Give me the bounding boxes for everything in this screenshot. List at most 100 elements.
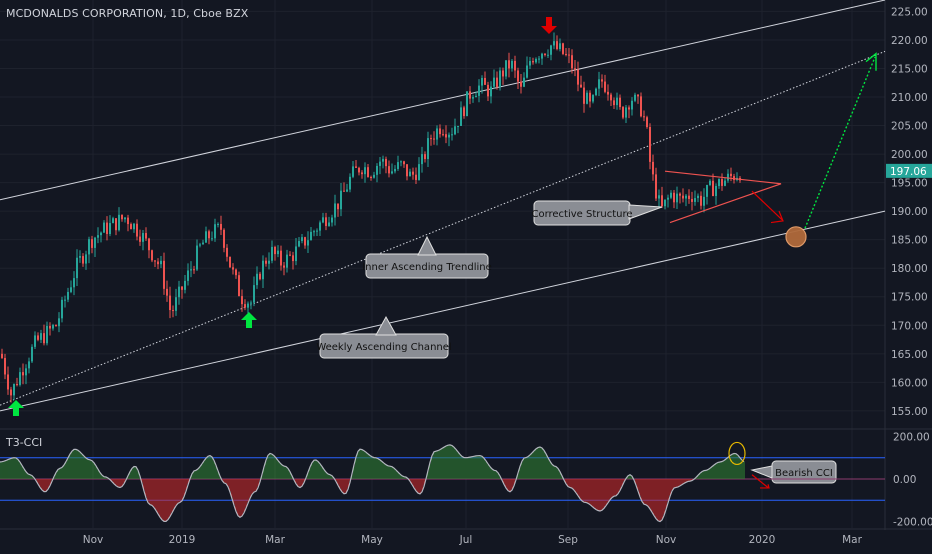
candle-body	[97, 235, 99, 238]
candle-body	[595, 88, 597, 96]
candle-body	[538, 58, 540, 60]
candle-body	[505, 60, 507, 77]
candle-body	[415, 174, 417, 181]
candle-body	[202, 242, 204, 245]
callout-weekly-channel[interactable]: Weekly Ascending Channel	[316, 315, 452, 359]
price-tick-label: 220.00	[891, 35, 928, 47]
candle-body	[208, 231, 210, 239]
candle-body	[385, 158, 387, 167]
candle-body	[562, 43, 564, 54]
candle-body	[229, 256, 231, 268]
candle-body	[568, 54, 570, 56]
candle-body	[52, 325, 54, 329]
weekly-channel-line	[0, 210, 886, 412]
candle-body	[163, 260, 165, 289]
candle-body	[4, 357, 6, 375]
candle-body	[88, 239, 90, 255]
weekly-channel-line	[0, 0, 886, 201]
candle-body	[142, 233, 144, 242]
candle-body	[463, 107, 465, 117]
candle-body	[607, 91, 609, 95]
price-tick-label: 165.00	[891, 349, 928, 361]
candle-body	[556, 41, 558, 50]
candle-body	[610, 94, 612, 101]
candle-body	[712, 180, 714, 197]
candle-body	[58, 318, 60, 327]
candle-body	[550, 45, 552, 55]
candle-body	[49, 325, 51, 329]
callout-inner-trendline-pointer	[417, 235, 437, 256]
candle-body	[244, 304, 246, 308]
candle-body	[298, 241, 300, 247]
price-tick-label: 160.00	[891, 377, 928, 389]
candle-body	[253, 285, 255, 303]
candle-body	[523, 77, 525, 87]
callout-inner-trendline[interactable]: Inner Ascending Trendline	[362, 235, 492, 279]
candle-body	[262, 260, 264, 280]
candle-body	[166, 288, 168, 296]
candle-body	[424, 154, 426, 160]
cci-down-arrowhead	[760, 484, 770, 489]
candle-body	[382, 158, 384, 162]
candle-body	[214, 224, 216, 239]
candle-body	[115, 218, 117, 231]
candle-body	[127, 217, 129, 225]
candle-body	[343, 190, 345, 192]
candle-body	[364, 167, 366, 175]
candle-body	[403, 161, 405, 165]
candle-body	[715, 186, 717, 197]
callout-weekly-channel-pointer	[375, 315, 397, 336]
candle-body	[346, 189, 348, 192]
candle-body	[400, 161, 402, 163]
candle-body	[193, 269, 195, 271]
candle-body	[484, 77, 486, 85]
candle-body	[169, 295, 171, 311]
candle-body	[493, 77, 495, 87]
candle-body	[721, 179, 723, 186]
candle-body	[238, 275, 240, 297]
candle-body	[646, 117, 648, 127]
candle-body	[397, 162, 399, 169]
candle-body	[370, 176, 372, 178]
candle-body	[151, 250, 153, 261]
candle-body	[1, 353, 3, 358]
candle-body	[376, 165, 378, 175]
cci-tick-label: 0.00	[893, 474, 916, 486]
candle-body	[670, 192, 672, 198]
candle-body	[292, 255, 294, 262]
candle-body	[499, 70, 501, 87]
candle-body	[19, 372, 21, 385]
candle-body	[418, 164, 420, 181]
candle-body	[130, 224, 132, 230]
candle-body	[145, 233, 147, 239]
candle-body	[589, 92, 591, 102]
candle-body	[643, 116, 645, 118]
candle-body	[100, 232, 102, 236]
candle-body	[310, 231, 312, 241]
price-tick-label: 155.00	[891, 406, 928, 418]
candle-body	[517, 70, 519, 82]
price-tick-label: 190.00	[891, 206, 928, 218]
candle-body	[79, 256, 81, 258]
candle-body	[583, 87, 585, 104]
candle-body	[220, 223, 222, 230]
candle-body	[286, 254, 288, 268]
candle-body	[289, 254, 291, 256]
candle-body	[535, 58, 537, 63]
candle-body	[691, 198, 693, 202]
candle-body	[61, 299, 63, 319]
candle-body	[334, 203, 336, 218]
candle-body	[34, 335, 36, 347]
last-price-label: 197.06	[890, 166, 927, 178]
candle-body	[730, 173, 732, 177]
candle-body	[421, 154, 423, 165]
callout-bearish-cci[interactable]: Bearish CCI	[750, 460, 837, 484]
candle-body	[76, 257, 78, 279]
candle-body	[604, 81, 606, 92]
candle-body	[316, 230, 318, 232]
callout-bearish-cci-pointer	[750, 465, 773, 479]
candle-body	[571, 55, 573, 69]
candle-body	[655, 174, 657, 199]
callout-corrective-structure[interactable]: Corrective Structure	[531, 200, 663, 226]
